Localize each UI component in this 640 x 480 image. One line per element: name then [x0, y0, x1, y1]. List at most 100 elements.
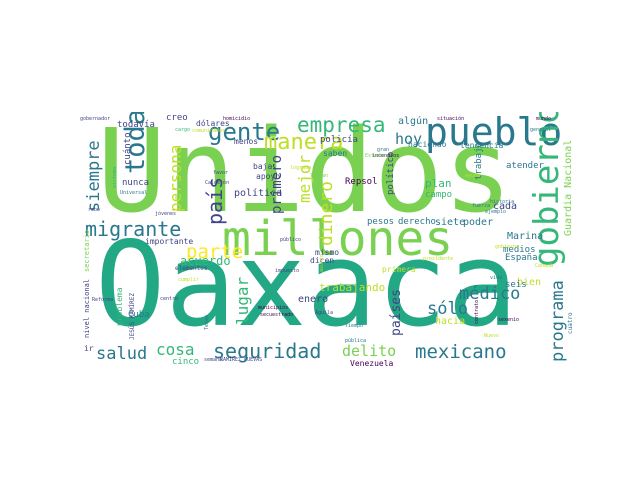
cloud-word: nunca	[122, 178, 150, 188]
cloud-word: cosa	[156, 340, 195, 359]
cloud-word: elementos	[175, 265, 208, 272]
cloud-word: Unidos	[97, 112, 513, 239]
cloud-word: Estados	[365, 153, 387, 159]
cloud-word: tiempo	[345, 323, 364, 329]
cloud-word: derecho	[398, 217, 436, 227]
cloud-word: política	[234, 188, 283, 199]
cloud-word: todavía	[117, 120, 155, 130]
cloud-word: cumplir	[178, 277, 200, 283]
cloud-word: dólares	[196, 119, 230, 128]
cloud-word: empresa	[297, 113, 386, 137]
cloud-word: Reforma	[92, 297, 114, 303]
cloud-word: acuerdo	[180, 254, 231, 268]
cloud-word: delito	[342, 342, 397, 360]
cloud-word: secretario	[83, 229, 91, 272]
cloud-word: mismo	[315, 248, 340, 257]
cloud-word: cada	[493, 201, 518, 212]
cloud-word: centro	[160, 296, 179, 302]
cloud-word: Águila	[315, 310, 334, 316]
cloud-word: ayuda	[465, 173, 481, 179]
cloud-word: mexicano	[415, 341, 507, 363]
cloud-word: cargo	[175, 127, 191, 133]
cloud-word: RAMÍREZ CUEVAS	[220, 357, 263, 363]
cloud-word: persona	[166, 144, 185, 212]
cloud-word: gobernador	[80, 116, 111, 122]
cloud-word: seis	[505, 280, 527, 290]
cloud-word: Oaxaca	[95, 216, 518, 353]
cloud-word: contrato	[474, 299, 480, 324]
cloud-word: pueblo	[425, 112, 563, 154]
cloud-word: gobierno	[527, 112, 567, 267]
cloud-word: problema	[115, 287, 124, 326]
cloud-word: historia	[490, 199, 515, 205]
cloud-word: dicen	[310, 256, 335, 265]
cloud-word: homicidio	[223, 116, 251, 122]
cloud-word: Texas	[204, 314, 210, 330]
cloud-word: situación	[437, 116, 465, 122]
cloud-word: bien	[517, 277, 542, 288]
cloud-word: lugar	[233, 276, 252, 325]
cloud-word: asunto	[319, 253, 325, 272]
cloud-word: hacia	[435, 316, 466, 327]
cloud-word: Cuba	[128, 310, 150, 320]
cloud-word: llevan	[310, 173, 329, 179]
cloud-word: público	[280, 237, 302, 243]
cloud-word: algún	[398, 116, 429, 127]
cloud-word: España	[505, 253, 538, 263]
cloud-word: gente	[208, 118, 281, 146]
cloud-word: cinco	[172, 357, 200, 367]
cloud-word: menos	[234, 137, 259, 146]
cloud-word: sistema	[112, 166, 118, 188]
cloud-word: tendencia	[460, 141, 504, 150]
cloud-word: importante	[145, 237, 194, 246]
cloud-word: seguridad	[213, 339, 322, 363]
cloud-word: países	[389, 289, 404, 336]
cloud-word: millones	[222, 211, 454, 267]
cloud-word: hoy	[395, 130, 423, 148]
cloud-word: pública	[345, 338, 367, 344]
cloud-word: policía	[320, 135, 358, 145]
cloud-word: sexenio	[498, 317, 520, 323]
cloud-word: semana	[204, 357, 223, 363]
cloud-word: Guardia Nacional	[563, 139, 573, 236]
cloud-word: sólo	[427, 299, 468, 319]
cloud-word: fuerza	[472, 203, 491, 209]
cloud-word: nivel nacional	[83, 278, 91, 338]
cloud-word: cuánto	[123, 132, 133, 165]
cloud-word: saben	[323, 149, 348, 158]
cloud-word: vida	[490, 275, 503, 281]
cloud-word: JESÚS RAMÍREZ	[129, 293, 136, 340]
cloud-word: siete	[435, 217, 466, 228]
cloud-word: Canadá	[535, 263, 554, 269]
cloud-word: pesos	[367, 217, 395, 227]
cloud-word: enero	[298, 294, 329, 305]
cloud-word: siempre	[84, 140, 104, 212]
cloud-word: impuesto	[275, 268, 300, 274]
cloud-word: general	[530, 127, 552, 133]
cloud-word: campo	[425, 190, 453, 200]
cloud-word: ejemplo	[485, 209, 507, 215]
cloud-word: medios	[503, 245, 536, 255]
cloud-word: jóvenes	[155, 211, 177, 217]
cloud-word: Nuevo	[484, 333, 500, 339]
cloud-word: gobierno	[495, 244, 520, 250]
cloud-word: haciendo	[408, 140, 447, 149]
cloud-word: cuatro	[567, 312, 573, 334]
cloud-word: Calderón	[205, 180, 230, 186]
cloud-word: Marina	[507, 231, 544, 242]
cloud-word: salud	[96, 344, 148, 364]
cloud-word: municipios	[258, 305, 289, 311]
cloud-word: mundo	[536, 116, 552, 122]
word-cloud: Unidos Oaxaca millones pueblo gobierno g…	[80, 112, 573, 369]
cloud-word: comunidades	[192, 128, 226, 134]
cloud-word: apoyo	[256, 172, 281, 181]
cloud-word: dinero	[316, 180, 337, 246]
cloud-word: creo	[166, 113, 188, 123]
cloud-word: programa	[548, 280, 568, 362]
cloud-word: incendios	[372, 153, 400, 159]
cloud-word: ir	[84, 344, 94, 353]
cloud-word: migrante	[85, 217, 182, 241]
cloud-word: Universal	[120, 190, 148, 196]
cloud-word: parte	[186, 241, 244, 263]
cloud-word: gran	[377, 147, 390, 153]
